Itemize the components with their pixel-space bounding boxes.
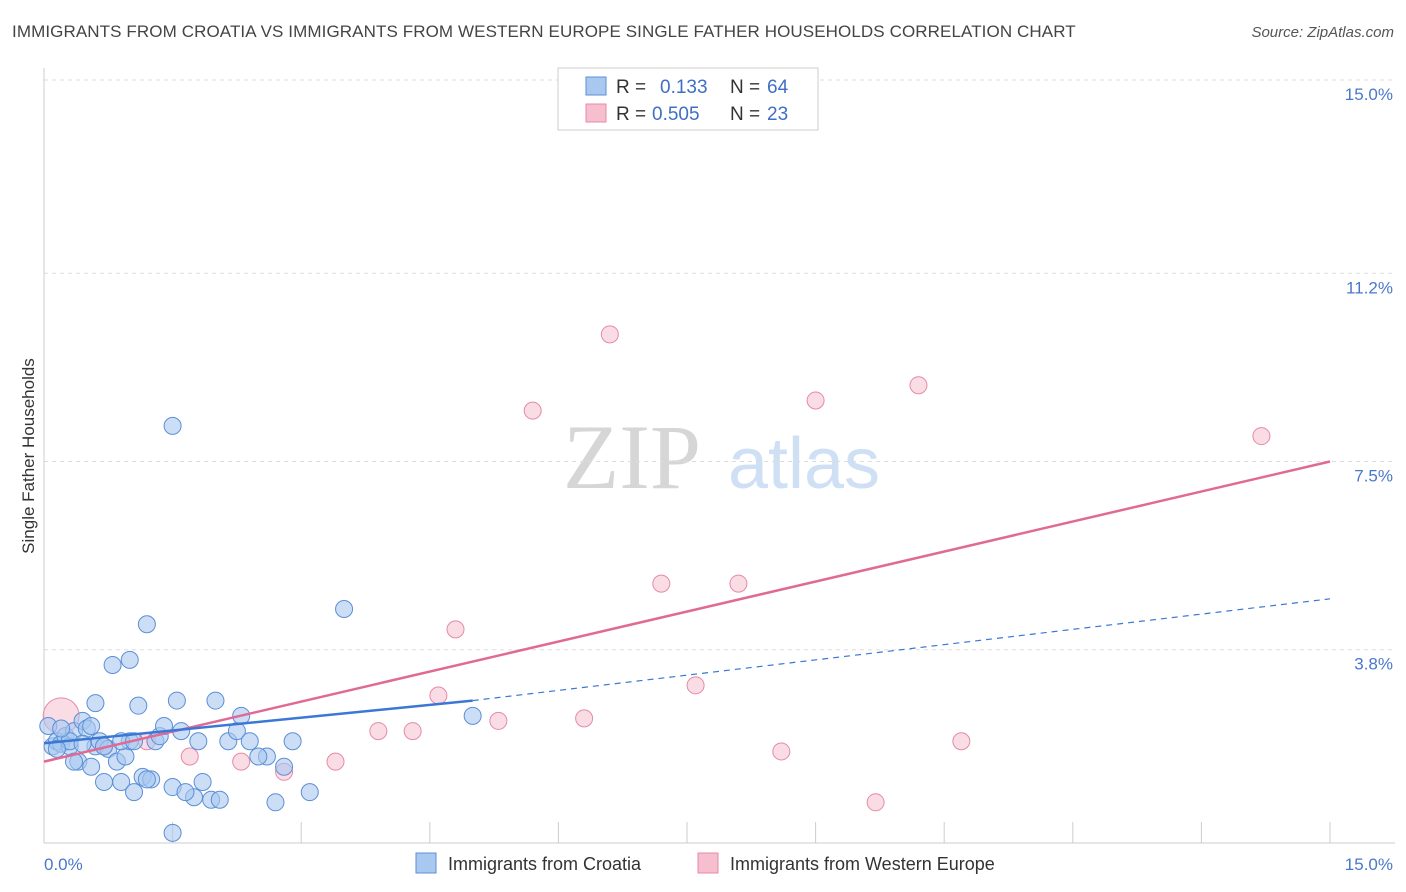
point-croatia: [283, 732, 302, 751]
point-croatia: [116, 747, 135, 766]
point-croatia: [95, 772, 114, 791]
point-western-europe: [952, 732, 971, 751]
point-croatia: [103, 655, 122, 674]
y-axis-title: Single Father Households: [19, 358, 38, 554]
y-tick-label: 7.5%: [1354, 467, 1393, 486]
point-western-europe: [686, 676, 705, 695]
x-tick-label-min: 0.0%: [44, 855, 83, 874]
trend-line-western-europe: [43, 460, 1331, 763]
point-croatia: [163, 823, 182, 842]
point-croatia: [112, 772, 131, 791]
legend-r-label-2: R =: [616, 104, 646, 125]
trend-line-croatia: [43, 699, 473, 745]
point-western-europe: [575, 709, 594, 728]
watermark-zip: ZIP: [563, 406, 701, 508]
point-croatia: [167, 691, 186, 710]
point-western-europe: [326, 752, 345, 771]
point-croatia: [249, 747, 268, 766]
x-tick-label-max: 15.0%: [1345, 855, 1393, 874]
trend-line-croatia-projection: [472, 598, 1331, 702]
point-croatia: [463, 706, 482, 725]
point-croatia: [163, 416, 182, 435]
legend-n-label: N =: [730, 77, 760, 98]
legend-n-label-2: N =: [730, 104, 760, 125]
point-western-europe: [489, 711, 508, 730]
y-tick-label: 11.2%: [1346, 278, 1393, 297]
point-croatia: [52, 719, 71, 738]
series-legend: Immigrants from Croatia Immigrants from …: [415, 852, 995, 874]
point-western-europe: [866, 793, 885, 812]
point-croatia: [193, 772, 212, 791]
trend-lines: [43, 460, 1331, 763]
point-western-europe: [600, 325, 619, 344]
point-western-europe: [652, 574, 671, 593]
point-western-europe: [806, 391, 825, 410]
point-croatia: [300, 783, 319, 802]
point-western-europe: [729, 574, 748, 593]
y-tick-labels: 3.8% 7.5% 11.2% 15.0%: [1345, 85, 1393, 674]
point-western-europe: [1252, 427, 1271, 446]
legend-r-western: 0.505: [652, 104, 700, 125]
legend-n-western: 23: [767, 104, 788, 125]
grid-lines: [44, 79, 1395, 651]
point-croatia: [206, 691, 225, 710]
chart-title: IMMIGRANTS FROM CROATIA VS IMMIGRANTS FR…: [12, 22, 1076, 41]
watermark-atlas: atlas: [728, 424, 880, 504]
legend-n-croatia: 64: [767, 77, 789, 98]
point-croatia: [120, 650, 139, 669]
point-croatia: [240, 732, 259, 751]
point-croatia: [266, 793, 285, 812]
bottom-legend-swatch-croatia: [415, 852, 437, 874]
point-croatia: [86, 694, 105, 713]
point-western-europe: [772, 742, 791, 761]
point-croatia: [82, 757, 101, 776]
point-western-europe: [232, 752, 251, 771]
point-croatia: [82, 717, 101, 736]
point-croatia: [129, 696, 148, 715]
point-croatia: [275, 757, 294, 776]
legend-r-croatia: 0.133: [660, 77, 708, 98]
point-croatia: [125, 783, 144, 802]
source-credit: Source: ZipAtlas.com: [1251, 24, 1394, 41]
bottom-legend-swatch-western: [697, 852, 719, 874]
point-croatia: [189, 732, 208, 751]
point-western-europe: [429, 686, 448, 705]
x-tick-labels: 0.0% 15.0%: [44, 855, 1393, 874]
point-croatia: [210, 790, 229, 809]
point-western-europe: [369, 722, 388, 741]
y-tick-label: 3.8%: [1354, 655, 1393, 674]
point-croatia: [65, 752, 84, 771]
point-western-europe: [523, 401, 542, 420]
point-croatia: [137, 615, 156, 634]
axes: [43, 68, 1395, 844]
point-croatia: [176, 783, 195, 802]
point-croatia: [335, 600, 354, 619]
correlation-legend: R = 0.133 N = 64 R = 0.505 N = 23: [557, 67, 819, 131]
point-croatia: [137, 770, 156, 789]
series-croatia-points: [39, 416, 482, 842]
bottom-legend-label-western: Immigrants from Western Europe: [730, 854, 995, 874]
legend-r-label: R =: [616, 77, 646, 98]
legend-swatch-western: [585, 103, 607, 123]
y-tick-label: 15.0%: [1345, 85, 1393, 104]
legend-swatch-croatia: [585, 76, 607, 96]
bottom-legend-label-croatia: Immigrants from Croatia: [448, 854, 642, 874]
point-western-europe: [403, 722, 422, 741]
point-western-europe: [180, 747, 199, 766]
point-western-europe: [909, 376, 928, 395]
point-western-europe: [446, 620, 465, 639]
